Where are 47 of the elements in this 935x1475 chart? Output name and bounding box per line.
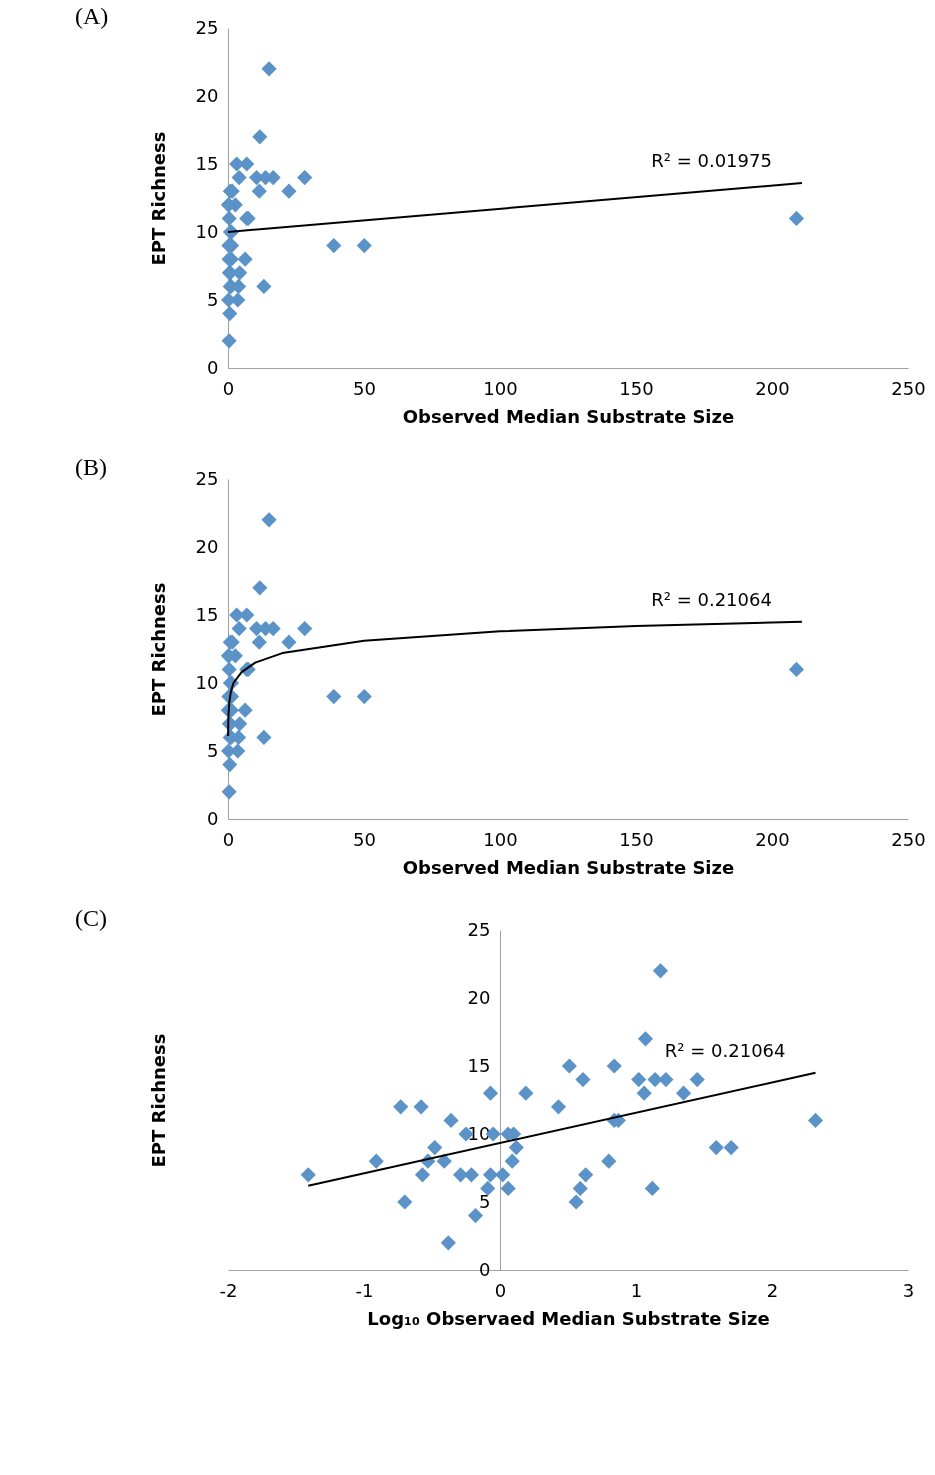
y-tick-label: 5 — [207, 288, 219, 310]
y-tick-label: 20 — [195, 535, 219, 557]
annotation: R² = 0.21064 — [664, 1039, 786, 1061]
y-tick-label: 20 — [195, 84, 219, 106]
y-tick-label: 15 — [195, 152, 219, 174]
chart-title: (B) — [75, 454, 107, 480]
x-tick-label: 100 — [483, 828, 518, 850]
y-tick-label: 25 — [467, 918, 491, 940]
y-tick-label: 10 — [195, 220, 219, 242]
y-axis-title: EPT Richness — [147, 1033, 169, 1168]
chart-title: (C) — [75, 905, 107, 931]
y-axis-title: EPT Richness — [147, 582, 169, 717]
y-tick-label: 0 — [207, 807, 219, 829]
x-axis-title: Log₁₀ Observaed Median Substrate Size — [367, 1307, 770, 1329]
x-tick-label: 250 — [891, 828, 926, 850]
x-tick-label: 1 — [630, 1279, 643, 1301]
x-tick-label: 200 — [755, 377, 790, 399]
y-axis-title: EPT Richness — [147, 131, 169, 266]
x-tick-label: 200 — [755, 828, 790, 850]
y-tick-label: 0 — [479, 1258, 491, 1280]
x-axis-title: Observed Median Substrate Size — [402, 405, 735, 427]
x-tick-label: 150 — [619, 377, 654, 399]
y-tick-label: 20 — [467, 986, 491, 1008]
y-tick-label: 0 — [207, 356, 219, 378]
x-tick-label: 150 — [619, 828, 654, 850]
x-tick-label: 250 — [891, 377, 926, 399]
annotation: R² = 0.21064 — [651, 588, 772, 610]
x-tick-label: 0 — [222, 828, 235, 850]
y-tick-label: 25 — [195, 16, 219, 38]
x-tick-label: 0 — [222, 377, 235, 399]
y-tick-label: 5 — [479, 1190, 491, 1212]
y-tick-label: 5 — [207, 739, 219, 761]
y-tick-label: 25 — [195, 467, 219, 489]
y-tick-label: 15 — [467, 1054, 491, 1076]
y-tick-label: 10 — [195, 671, 219, 693]
x-axis-title: Observed Median Substrate Size — [402, 856, 735, 878]
y-tick-label: 15 — [195, 603, 219, 625]
x-tick-label: -1 — [355, 1279, 374, 1301]
x-tick-label: -2 — [219, 1279, 238, 1301]
x-tick-label: 100 — [483, 377, 518, 399]
x-tick-label: 50 — [353, 828, 376, 850]
x-tick-label: 0 — [494, 1279, 507, 1301]
x-tick-label: 2 — [766, 1279, 779, 1301]
chart-title: (A) — [75, 3, 109, 29]
x-tick-label: 50 — [353, 377, 376, 399]
x-tick-label: 3 — [902, 1279, 915, 1301]
annotation: R² = 0.01975 — [651, 150, 772, 172]
